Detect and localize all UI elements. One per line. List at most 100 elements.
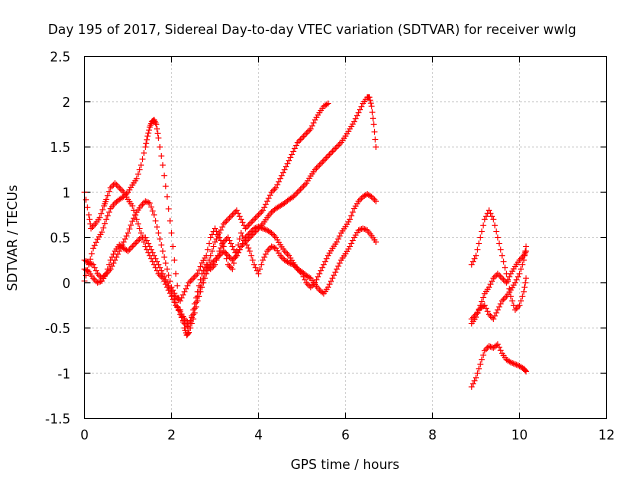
data-point — [348, 212, 355, 219]
data-point — [120, 239, 127, 246]
data-point — [349, 237, 356, 244]
data-point — [226, 237, 233, 244]
data-point — [475, 306, 482, 313]
data-point — [313, 276, 320, 283]
data-point — [100, 224, 107, 231]
data-point — [351, 118, 358, 125]
data-point — [125, 229, 131, 236]
data-point — [87, 260, 94, 267]
data-point — [154, 258, 160, 265]
data-point — [177, 297, 184, 304]
data-point — [155, 134, 162, 141]
data-point — [349, 209, 356, 216]
x-axis-label: GPS time / hours — [291, 458, 400, 473]
data-point — [500, 258, 507, 265]
series-track-8 — [468, 248, 530, 327]
data-point — [174, 303, 181, 310]
data-point — [152, 255, 159, 262]
data-point — [352, 115, 359, 122]
data-point — [523, 368, 530, 375]
x-tick-label: 8 — [428, 429, 436, 444]
x-tick-label: 6 — [341, 429, 349, 444]
data-point — [256, 224, 263, 231]
data-point — [217, 226, 224, 233]
data-point — [329, 275, 336, 282]
data-point — [236, 213, 243, 220]
data-point — [154, 130, 161, 137]
data-point — [474, 310, 481, 317]
x-tick-label: 0 — [80, 429, 88, 444]
y-tick-label: 1.5 — [50, 141, 71, 156]
data-point — [520, 288, 527, 295]
data-point — [227, 240, 234, 247]
data-point — [165, 205, 172, 212]
data-point — [225, 234, 232, 241]
data-point — [106, 188, 113, 195]
data-point — [246, 248, 253, 255]
data-point — [143, 136, 150, 143]
data-point — [194, 270, 201, 277]
data-point — [84, 267, 91, 274]
data-point — [372, 198, 379, 205]
data-point — [172, 299, 179, 306]
data-point — [512, 279, 519, 286]
y-tick-label: 2 — [62, 96, 70, 111]
data-point — [107, 266, 114, 273]
data-point — [142, 234, 149, 241]
data-point — [301, 276, 308, 283]
data-point — [165, 272, 172, 279]
data-point — [169, 243, 176, 250]
data-point — [164, 266, 171, 273]
data-point — [217, 237, 224, 244]
data-point — [322, 258, 329, 265]
series-track-5 — [468, 207, 530, 313]
data-point — [149, 249, 156, 256]
data-point — [98, 229, 105, 236]
y-axis-label: SDTVAR / TECUs — [6, 185, 21, 292]
data-point — [346, 243, 353, 250]
data-point — [477, 302, 484, 309]
data-point — [480, 222, 487, 229]
data-point — [145, 130, 152, 137]
data-point — [82, 196, 89, 203]
data-point — [143, 140, 150, 147]
data-point — [167, 217, 174, 224]
data-point — [200, 279, 207, 286]
data-point — [181, 288, 188, 295]
data-point — [307, 125, 314, 132]
data-point — [156, 236, 163, 243]
data-point — [474, 246, 481, 253]
data-point — [159, 270, 166, 277]
grid-lines — [84, 56, 607, 419]
data-point — [156, 144, 163, 150]
data-point — [206, 240, 213, 247]
data-point — [143, 237, 150, 244]
data-point — [521, 284, 528, 291]
data-point — [235, 210, 242, 217]
data-point — [280, 169, 287, 176]
data-point — [509, 297, 516, 304]
data-point — [91, 264, 98, 271]
x-tick-label: 10 — [511, 429, 528, 444]
data-point — [122, 236, 129, 243]
data-point — [142, 144, 149, 150]
data-point — [229, 243, 236, 250]
plot-frame — [84, 56, 607, 419]
data-point — [183, 285, 189, 292]
data-point — [158, 267, 165, 274]
data-point — [255, 223, 262, 230]
data-point — [274, 181, 281, 188]
data-point — [372, 136, 379, 143]
data-point — [136, 166, 143, 173]
data-point — [275, 178, 282, 185]
data-point — [162, 276, 169, 283]
data-point — [326, 281, 333, 288]
data-point — [262, 251, 269, 258]
data-point — [111, 257, 118, 264]
data-point — [507, 359, 514, 366]
data-point — [309, 122, 316, 129]
data-point — [139, 156, 146, 163]
data-point — [519, 261, 526, 268]
data-point — [148, 204, 155, 211]
data-point — [272, 184, 279, 191]
